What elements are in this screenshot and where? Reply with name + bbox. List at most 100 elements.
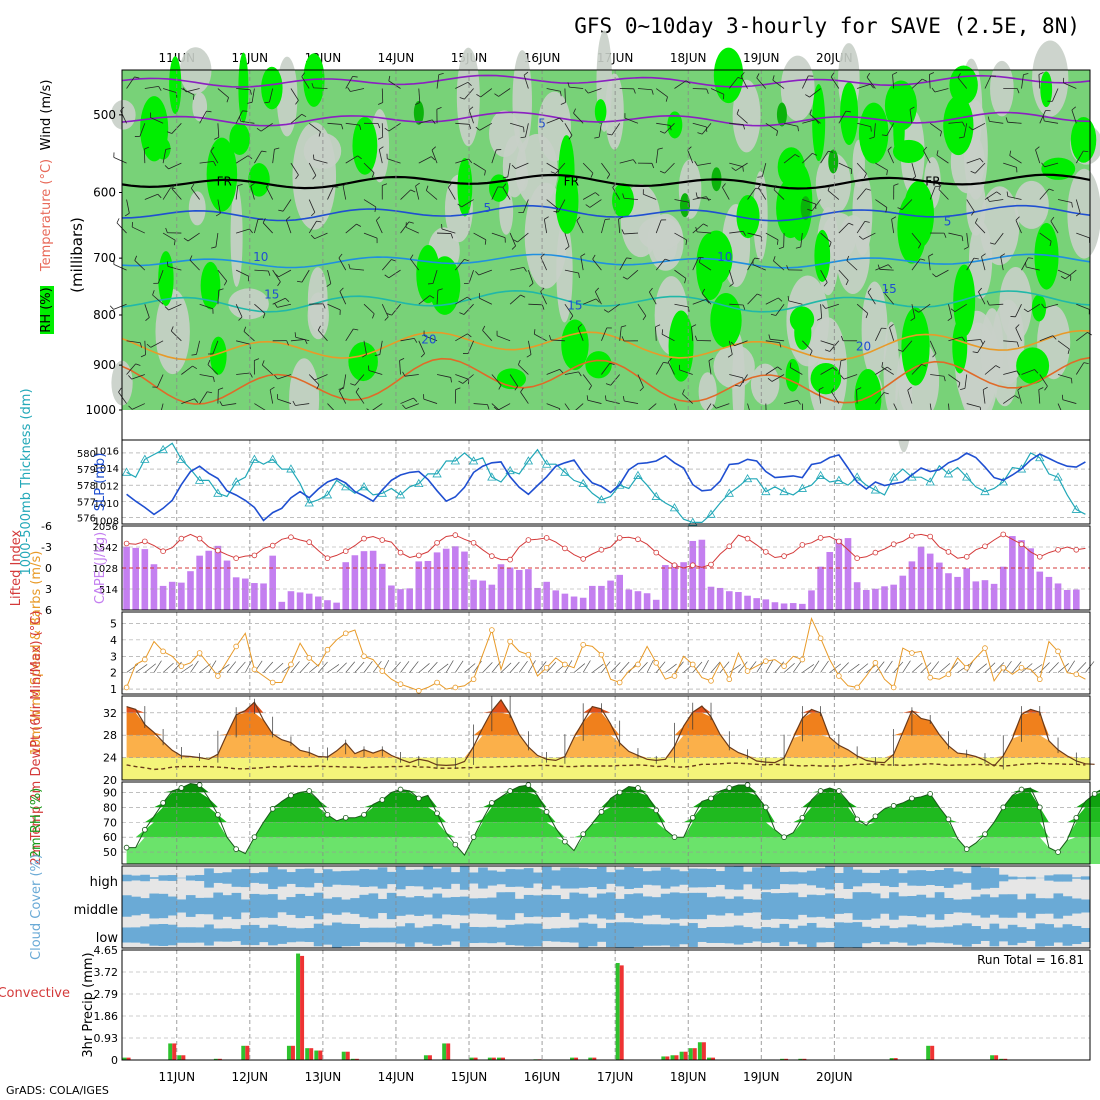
wind-barb-flag — [735, 384, 741, 387]
rh-moist-area — [169, 56, 182, 114]
wind-barb-flag — [213, 376, 215, 382]
precip-convective-bar — [683, 1051, 688, 1060]
wind-barb-flag — [840, 375, 845, 380]
li-line-point — [123, 540, 130, 547]
wind-barb-flag — [359, 124, 362, 131]
cloud-cover-low — [651, 924, 662, 946]
wind-barb — [290, 162, 299, 176]
li-line-point — [470, 539, 477, 546]
thickness-line-point — [779, 486, 789, 496]
wind10m-barb — [537, 661, 547, 673]
wind10m-speed-line-point — [1055, 648, 1061, 655]
wind10m-speed-line-point — [434, 679, 440, 686]
rh-moist-area — [812, 84, 826, 162]
wind10m-speed-line-point — [361, 653, 367, 660]
wind-barb — [1057, 199, 1072, 203]
cloud-cover-middle — [249, 893, 260, 919]
wind10m-speed-line-point — [744, 668, 751, 674]
wind-barb-flag — [1050, 216, 1055, 222]
cloud-cover-low — [669, 923, 680, 947]
cloud-cover-middle — [1053, 893, 1064, 919]
cloud-cover-middle — [861, 892, 872, 920]
wind-barb-flag — [165, 227, 168, 233]
cape-bar — [917, 546, 925, 610]
wind-barb — [735, 162, 748, 171]
cape-bar — [945, 573, 952, 610]
thickness-tick-label: 577 — [77, 497, 96, 508]
wind-barb — [692, 223, 704, 234]
wind-barb-flag — [981, 253, 986, 257]
wind-barb — [587, 399, 602, 404]
precip-total-bar — [615, 963, 620, 1060]
wind-barb-flag — [1006, 191, 1009, 197]
cloud-cover-middle — [158, 893, 169, 919]
pressure-tick-label: 500 — [93, 108, 116, 122]
precip-convective-bar — [309, 1048, 314, 1060]
wind-barb — [1057, 340, 1070, 350]
cloud-cover-middle — [395, 896, 406, 916]
wind-barb — [1009, 155, 1022, 164]
wind10m-barb — [473, 660, 482, 673]
wind-barb-flag — [914, 309, 920, 313]
wind-barb — [525, 123, 529, 138]
wind10m-barb — [455, 660, 464, 673]
wind10m-speed-line-point — [215, 673, 221, 679]
cape-bar — [1073, 589, 1080, 610]
wind-barb-flag — [277, 281, 281, 287]
wind10m-speed-line-point — [799, 656, 806, 663]
cape-bar — [1063, 589, 1071, 610]
wind-barb-flag — [812, 152, 818, 156]
cloud-cover-high — [441, 867, 452, 889]
wind-barb-flag — [437, 288, 443, 291]
wind-barb-flag — [430, 156, 436, 161]
cape-bar — [534, 587, 541, 610]
cloud-cover-low — [423, 926, 433, 944]
wind-barb-flag — [923, 146, 928, 152]
wind10m-speed-line-point — [288, 661, 294, 668]
rh-moist-area — [696, 233, 725, 301]
wind-barb — [196, 340, 201, 355]
wind10m-barb — [792, 660, 802, 673]
wind10m-speed-line-point — [653, 660, 660, 666]
cape-bar — [972, 581, 980, 610]
cloud-cover-low — [761, 927, 771, 943]
thickness-axis-label: 1000-500mb Thickness (dm) — [19, 388, 34, 575]
cloud-cover-middle — [1007, 894, 1018, 918]
wind-barb — [162, 88, 177, 93]
wind-barb-flag — [413, 338, 418, 343]
rh-moist-area — [901, 307, 930, 386]
wind-barb-flag — [374, 354, 380, 356]
thickness-line-point — [322, 490, 333, 499]
cloud-cover-middle — [688, 892, 698, 920]
wind-barb-flag — [989, 242, 995, 245]
rh-moist-area — [736, 194, 760, 239]
wind-barb-flag — [384, 127, 390, 132]
thickness-line-point — [1071, 504, 1081, 513]
wind-barb-flag — [274, 147, 280, 150]
wind-barb — [455, 296, 468, 305]
wind-barb — [674, 232, 687, 241]
cape-bar — [598, 585, 605, 610]
wind-barb-flag — [939, 131, 942, 137]
wind-barb-flag — [109, 305, 114, 310]
li-line-point — [288, 534, 294, 540]
cloud-cover-middle — [898, 896, 908, 916]
li-line-point — [817, 535, 824, 541]
cloud-cover-low — [825, 927, 835, 943]
cloud-cover-high — [752, 867, 762, 889]
wind-barb — [1050, 220, 1059, 234]
thickness-line-point — [140, 454, 150, 463]
cloud-cover-high — [158, 875, 169, 881]
wind-barb — [423, 335, 438, 342]
wind-barb — [436, 74, 440, 89]
wind-barb-flag — [669, 125, 672, 131]
precip-total-bar — [350, 1058, 355, 1060]
cloud-cover-low — [907, 924, 917, 946]
rh2m-line-point — [616, 789, 623, 796]
rh-moist-area — [489, 174, 509, 202]
wind-barb-flag — [249, 89, 252, 95]
wind-barb — [911, 78, 923, 89]
wind-barb — [251, 88, 255, 103]
rh-moist-area — [858, 102, 889, 164]
wind-barb-flag — [618, 216, 624, 220]
